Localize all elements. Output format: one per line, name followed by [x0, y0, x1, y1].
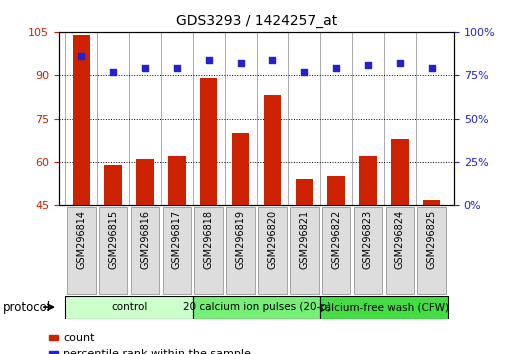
Text: GSM296825: GSM296825: [427, 210, 437, 269]
Bar: [295, 179, 313, 205]
Point: [77, 53, 85, 59]
FancyBboxPatch shape: [258, 207, 287, 294]
FancyBboxPatch shape: [320, 296, 448, 319]
Text: GSM296816: GSM296816: [140, 210, 150, 269]
Text: GSM296820: GSM296820: [267, 210, 278, 269]
Text: GSM296817: GSM296817: [172, 210, 182, 269]
Bar: [104, 165, 122, 205]
Text: GSM296822: GSM296822: [331, 210, 341, 269]
FancyBboxPatch shape: [67, 207, 95, 294]
FancyBboxPatch shape: [226, 207, 255, 294]
FancyBboxPatch shape: [99, 207, 128, 294]
Text: percentile rank within the sample: percentile rank within the sample: [63, 349, 251, 354]
FancyBboxPatch shape: [194, 207, 223, 294]
Text: GSM296815: GSM296815: [108, 210, 118, 269]
Point: [332, 65, 340, 71]
Bar: [168, 156, 186, 205]
Bar: [391, 139, 409, 205]
Point: [364, 62, 372, 68]
Bar: [72, 35, 90, 205]
Point: [428, 65, 436, 71]
FancyBboxPatch shape: [385, 207, 414, 294]
FancyBboxPatch shape: [322, 207, 350, 294]
FancyBboxPatch shape: [353, 207, 382, 294]
Point: [109, 69, 117, 75]
Text: GSM296824: GSM296824: [395, 210, 405, 269]
FancyBboxPatch shape: [418, 207, 446, 294]
FancyBboxPatch shape: [163, 207, 191, 294]
Bar: [359, 156, 377, 205]
FancyBboxPatch shape: [193, 296, 320, 319]
Point: [300, 69, 308, 75]
Bar: [200, 78, 218, 205]
Text: 20 calcium ion pulses (20-p): 20 calcium ion pulses (20-p): [183, 302, 330, 312]
Text: GSM296823: GSM296823: [363, 210, 373, 269]
Bar: [423, 200, 441, 205]
Text: calcium-free wash (CFW): calcium-free wash (CFW): [319, 302, 449, 312]
FancyBboxPatch shape: [65, 296, 193, 319]
Bar: [136, 159, 154, 205]
Text: control: control: [111, 302, 147, 312]
Text: GSM296814: GSM296814: [76, 210, 86, 269]
Title: GDS3293 / 1424257_at: GDS3293 / 1424257_at: [176, 14, 337, 28]
Point: [141, 65, 149, 71]
Bar: [327, 176, 345, 205]
Point: [236, 60, 245, 66]
Text: count: count: [63, 333, 94, 343]
Text: GSM296821: GSM296821: [299, 210, 309, 269]
Point: [173, 65, 181, 71]
Bar: [264, 96, 281, 205]
Point: [205, 57, 213, 62]
Point: [268, 57, 277, 62]
FancyBboxPatch shape: [131, 207, 160, 294]
Bar: [232, 133, 249, 205]
Point: [396, 60, 404, 66]
Text: GSM296819: GSM296819: [235, 210, 246, 269]
Text: protocol: protocol: [3, 301, 51, 314]
Text: GSM296818: GSM296818: [204, 210, 214, 269]
FancyBboxPatch shape: [290, 207, 319, 294]
